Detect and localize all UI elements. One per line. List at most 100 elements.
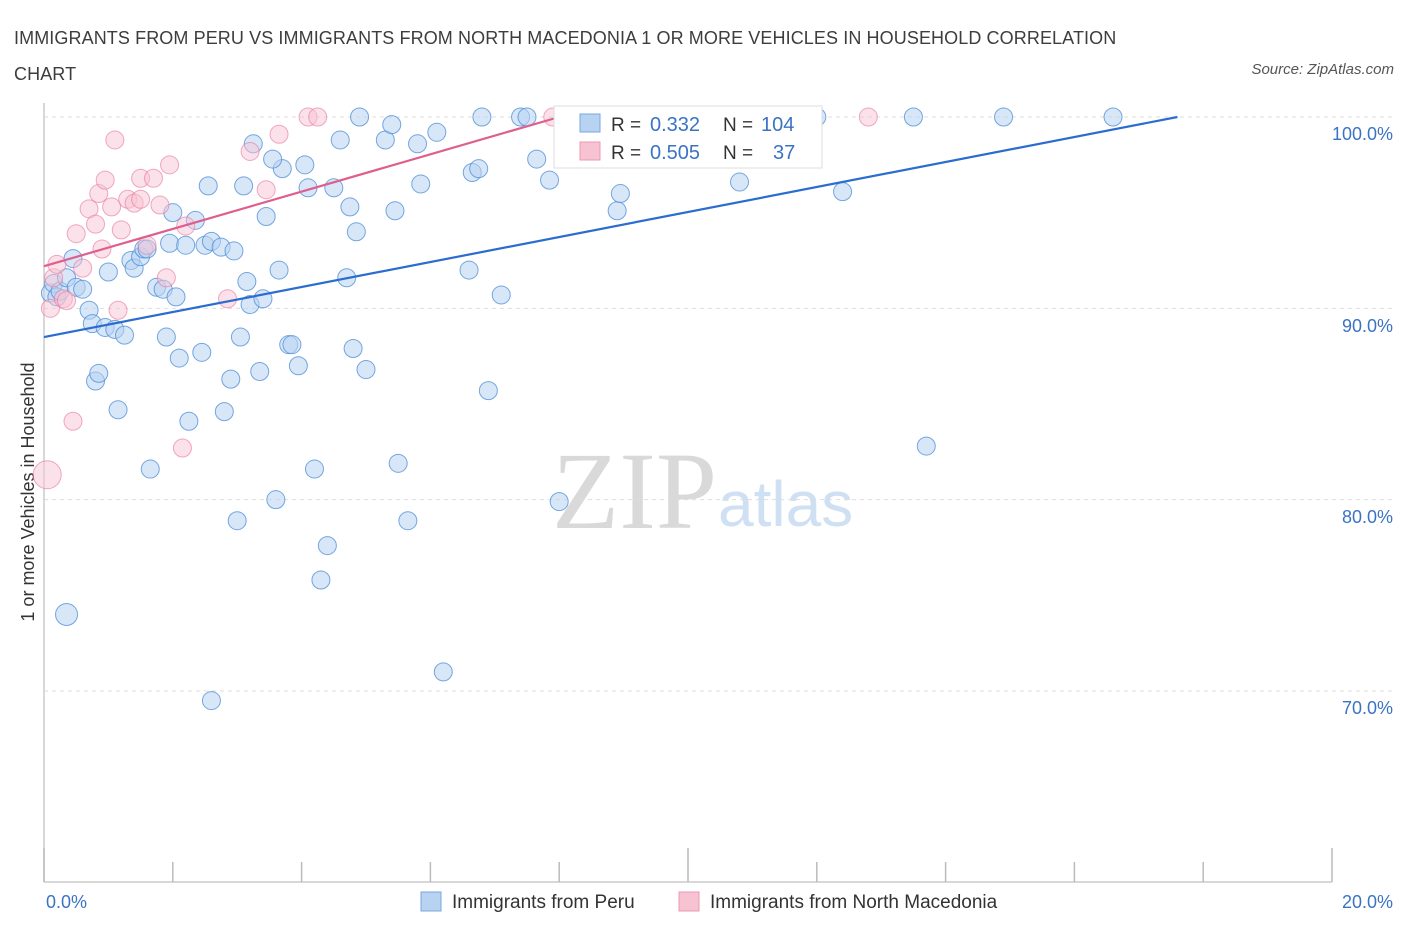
macedonia-point-13	[95, 170, 115, 190]
peru-point-67	[350, 107, 370, 127]
series-peru-points	[40, 107, 1123, 711]
legend-n-label-macedonia: N =	[723, 143, 753, 164]
legend-n-value-peru: 104	[761, 114, 794, 136]
macedonia-point-29	[218, 289, 238, 309]
peru-point-42	[230, 327, 250, 347]
peru-point-39	[221, 369, 241, 389]
legend-r-label-macedonia: R =	[611, 143, 641, 164]
legend-r-label-peru: R =	[611, 115, 641, 136]
peru-point-13	[98, 262, 118, 282]
peru-point-86	[527, 149, 547, 169]
bottom-legend-swatch-macedonia	[678, 891, 700, 912]
peru-point-82	[478, 381, 498, 401]
peru-point-28	[166, 287, 186, 307]
macedonia-trend-line	[43, 115, 560, 268]
peru-point-31	[179, 411, 199, 431]
peru-point-72	[388, 453, 408, 473]
peru-point-49	[256, 206, 276, 226]
peru-point-73	[398, 511, 418, 531]
peru-point-50	[266, 490, 286, 510]
trend-lines	[43, 115, 1178, 339]
peru-point-70	[382, 115, 402, 135]
peru-point-35	[198, 176, 218, 196]
stats-legend: R = 0.332 N = 104 R = 0.505 N = 37	[553, 105, 823, 169]
legend-n-value-macedonia: 37	[773, 142, 795, 164]
peru-point-62	[330, 130, 350, 150]
peru-point-41	[227, 511, 247, 531]
peru-point-51	[269, 260, 289, 280]
peru-point-44	[237, 272, 257, 292]
peru-point-77	[433, 662, 453, 682]
peru-point-54	[282, 335, 302, 355]
peru-point-16	[115, 325, 134, 345]
macedonia-point-14	[102, 197, 122, 217]
peru-point-15	[108, 400, 128, 420]
peru-point-55	[288, 356, 308, 376]
peru-point-75	[411, 174, 431, 194]
peru-point-87	[540, 170, 560, 190]
peru-point-38	[214, 402, 234, 422]
gridlines	[44, 116, 1393, 692]
macedonia-point-6	[63, 411, 83, 431]
peru-point-88	[549, 492, 569, 512]
macedonia-point-0	[32, 460, 62, 490]
peru-point-71	[385, 201, 405, 221]
series-legend: Immigrants from Peru Immigrants from Nor…	[420, 891, 998, 913]
peru-point-7	[73, 279, 93, 299]
x-axis-ticks	[43, 848, 1333, 882]
x-tick-label-min: 0.0%	[46, 892, 87, 912]
macedonia-point-24	[150, 195, 170, 215]
watermark-zip: ZIP	[552, 430, 717, 552]
macedonia-point-27	[172, 438, 192, 458]
peru-point-102	[201, 691, 221, 711]
watermark-atlas: atlas	[718, 468, 853, 540]
bottom-legend-swatch-peru	[420, 891, 442, 912]
peru-point-96	[833, 182, 853, 202]
peru-point-85	[517, 107, 537, 127]
peru-point-26	[160, 233, 180, 253]
legend-r-value-macedonia: 0.505	[650, 142, 700, 164]
legend-swatch-macedonia	[579, 141, 601, 161]
peru-trend-line	[43, 115, 1178, 339]
macedonia-point-7	[66, 224, 86, 244]
macedonia-point-5	[57, 291, 77, 311]
macedonia-point-30	[240, 141, 260, 161]
macedonia-point-17	[111, 220, 131, 240]
peru-point-90	[607, 201, 627, 221]
macedonia-point-32	[269, 124, 289, 144]
legend-n-label-peru: N =	[723, 115, 753, 136]
macedonia-point-31	[256, 180, 276, 200]
peru-point-101	[55, 602, 79, 626]
peru-point-59	[311, 570, 331, 590]
peru-point-30	[176, 235, 196, 255]
macedonia-point-36	[858, 107, 878, 127]
peru-point-47	[250, 361, 270, 381]
bottom-legend-label-peru: Immigrants from Peru	[452, 892, 635, 913]
macedonia-point-20	[131, 189, 151, 209]
peru-point-40	[224, 241, 244, 261]
macedonia-point-8	[73, 258, 93, 278]
peru-point-65	[343, 339, 363, 359]
y-axis-title: 1 or more Vehicles in Household	[18, 362, 38, 621]
peru-point-22	[140, 459, 160, 479]
y-tick-label-70: 70.0%	[1342, 698, 1393, 718]
chart-title: IMMIGRANTS FROM PERU VS IMMIGRANTS FROM …	[14, 28, 1117, 84]
y-tick-label-90: 90.0%	[1342, 316, 1393, 336]
peru-point-91	[610, 184, 630, 204]
peru-point-60	[317, 536, 337, 556]
macedonia-point-10	[86, 214, 106, 234]
macedonia-point-16	[108, 300, 128, 320]
macedonia-point-25	[156, 268, 176, 288]
legend-r-value-peru: 0.332	[650, 114, 700, 136]
y-tick-label-80: 80.0%	[1342, 507, 1393, 527]
peru-point-64	[340, 197, 360, 217]
y-tick-label-100: 100.0%	[1332, 124, 1393, 144]
peru-point-29	[169, 348, 189, 368]
peru-point-103	[263, 149, 283, 169]
peru-point-76	[427, 122, 447, 142]
source-credit: Source: ZipAtlas.com	[1251, 61, 1394, 78]
peru-point-99	[994, 107, 1014, 127]
peru-point-68	[356, 360, 376, 380]
peru-point-33	[192, 342, 212, 362]
peru-point-83	[491, 285, 511, 305]
